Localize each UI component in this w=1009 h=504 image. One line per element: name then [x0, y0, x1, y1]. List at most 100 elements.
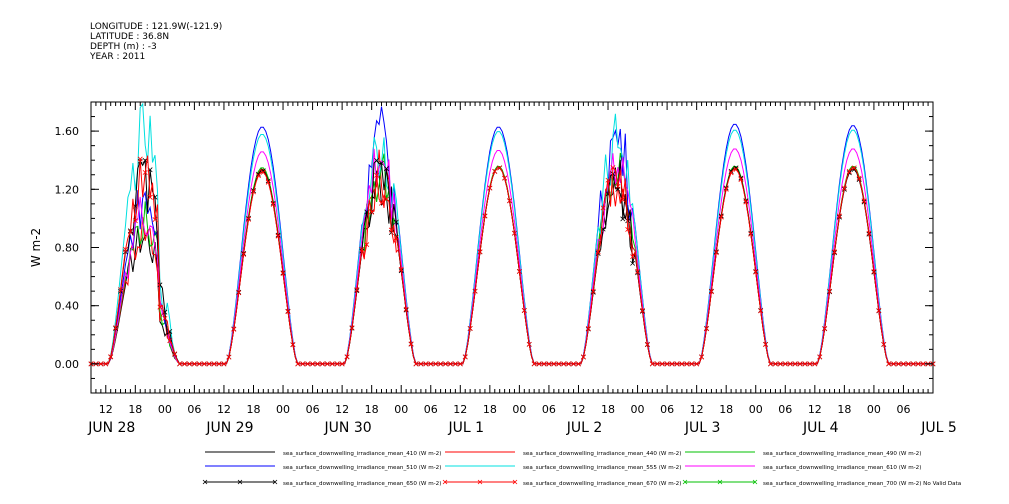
legend-marker: [717, 479, 723, 485]
series-4: [91, 102, 933, 365]
legend-label: sea_surface_downwelling_irradiance_mean_…: [763, 481, 961, 487]
series-marker: [817, 354, 823, 360]
x-tick-label: 06: [778, 403, 792, 416]
series-marker: [526, 341, 532, 347]
x-tick-label: 12: [335, 403, 349, 416]
series-marker: [477, 249, 483, 255]
series-marker: [452, 361, 458, 367]
series-marker: [310, 361, 316, 367]
series-marker: [644, 341, 650, 347]
series-marker: [487, 185, 493, 191]
series-marker: [900, 361, 906, 367]
series-marker: [827, 288, 833, 294]
series-marker: [438, 361, 444, 367]
series-marker: [585, 325, 591, 331]
series-marker: [349, 325, 355, 331]
series-marker: [684, 361, 690, 367]
series-marker: [221, 361, 227, 367]
series-marker: [654, 361, 660, 367]
series-marker: [664, 361, 670, 367]
x-tick-label: 06: [542, 403, 556, 416]
legend-label: sea_surface_downwelling_irradiance_mean_…: [523, 481, 681, 487]
x-day-label: JUL 3: [684, 420, 721, 436]
series-marker: [344, 354, 350, 360]
series-marker: [260, 169, 266, 175]
plot-frame: [90, 101, 934, 394]
x-tick-label: 18: [483, 403, 497, 416]
series-line: [91, 102, 933, 365]
series-marker: [295, 361, 301, 367]
legend-label: sea_surface_downwelling_irradiance_mean_…: [283, 465, 441, 471]
legend-marker: [202, 479, 208, 485]
series-marker: [211, 361, 217, 367]
legend-item: sea_surface_downwelling_irradiance_mean_…: [205, 465, 441, 471]
series-marker: [640, 307, 645, 313]
series-marker: [255, 171, 261, 177]
series-marker: [201, 361, 207, 367]
series-marker: [866, 230, 872, 236]
x-tick-label: 18: [365, 403, 379, 416]
y-axis-label: W m-2: [29, 228, 43, 267]
series-marker: [457, 361, 463, 367]
x-tick-label: 00: [394, 403, 408, 416]
x-tick-label: 12: [453, 403, 467, 416]
series-marker: [428, 361, 434, 367]
series-marker: [694, 361, 700, 367]
series-line: [91, 148, 933, 365]
series-marker: [147, 194, 153, 200]
series-marker: [797, 361, 803, 367]
series-marker: [704, 326, 709, 332]
series-marker: [339, 361, 345, 367]
x-day-label: JUL 5: [920, 420, 957, 436]
series-marker: [103, 361, 109, 367]
series-marker: [127, 229, 133, 235]
series-marker: [566, 361, 572, 367]
x-tick-label: 06: [896, 403, 910, 416]
series-marker: [132, 218, 138, 224]
series-marker: [482, 213, 488, 219]
series-marker: [708, 289, 714, 295]
y-tick-label: 0.40: [55, 300, 80, 313]
series-marker: [122, 246, 128, 252]
legend-item: sea_surface_downwelling_irradiance_mean_…: [205, 451, 441, 457]
series-marker: [886, 361, 892, 367]
series-marker: [575, 361, 581, 367]
series-marker: [920, 361, 926, 367]
series-marker: [280, 270, 286, 276]
series-marker: [191, 361, 197, 367]
x-day-label: JUL 1: [448, 420, 485, 436]
series-marker: [748, 231, 754, 237]
y-tick-label: 0.80: [55, 242, 80, 255]
series-marker: [836, 213, 842, 219]
x-tick-label: 00: [276, 403, 290, 416]
series-marker: [511, 230, 517, 236]
legend-item: sea_surface_downwelling_irradiance_mean_…: [445, 451, 681, 457]
series-marker: [255, 173, 261, 179]
series-marker: [713, 250, 719, 256]
series-marker: [807, 361, 813, 367]
series-marker: [787, 361, 793, 367]
legend-item: sea_surface_downwelling_irradiance_mean_…: [682, 479, 961, 487]
series-marker: [763, 341, 769, 347]
plot-header: LONGITUDE : 121.9W(-121.9) LATITUDE : 36…: [90, 22, 222, 62]
series-marker: [423, 361, 429, 367]
series-5: [91, 148, 933, 365]
series-marker: [177, 361, 183, 367]
series-marker: [364, 242, 370, 248]
series-marker: [246, 216, 252, 222]
x-tick-label: 12: [808, 403, 822, 416]
x-tick-label: 06: [187, 403, 201, 416]
series-marker: [758, 308, 764, 314]
series-marker: [393, 235, 399, 241]
year-text: YEAR : 2011: [90, 52, 146, 62]
series-marker: [334, 361, 340, 367]
series-marker: [841, 185, 847, 191]
series-marker: [383, 166, 389, 172]
legend-item: sea_surface_downwelling_irradiance_mean_…: [685, 451, 921, 457]
x-tick-label: 18: [837, 403, 851, 416]
series-marker: [324, 361, 330, 367]
series-marker: [699, 354, 705, 360]
depth-text: DEPTH (m) : -3: [90, 42, 157, 52]
series-marker: [546, 361, 552, 367]
